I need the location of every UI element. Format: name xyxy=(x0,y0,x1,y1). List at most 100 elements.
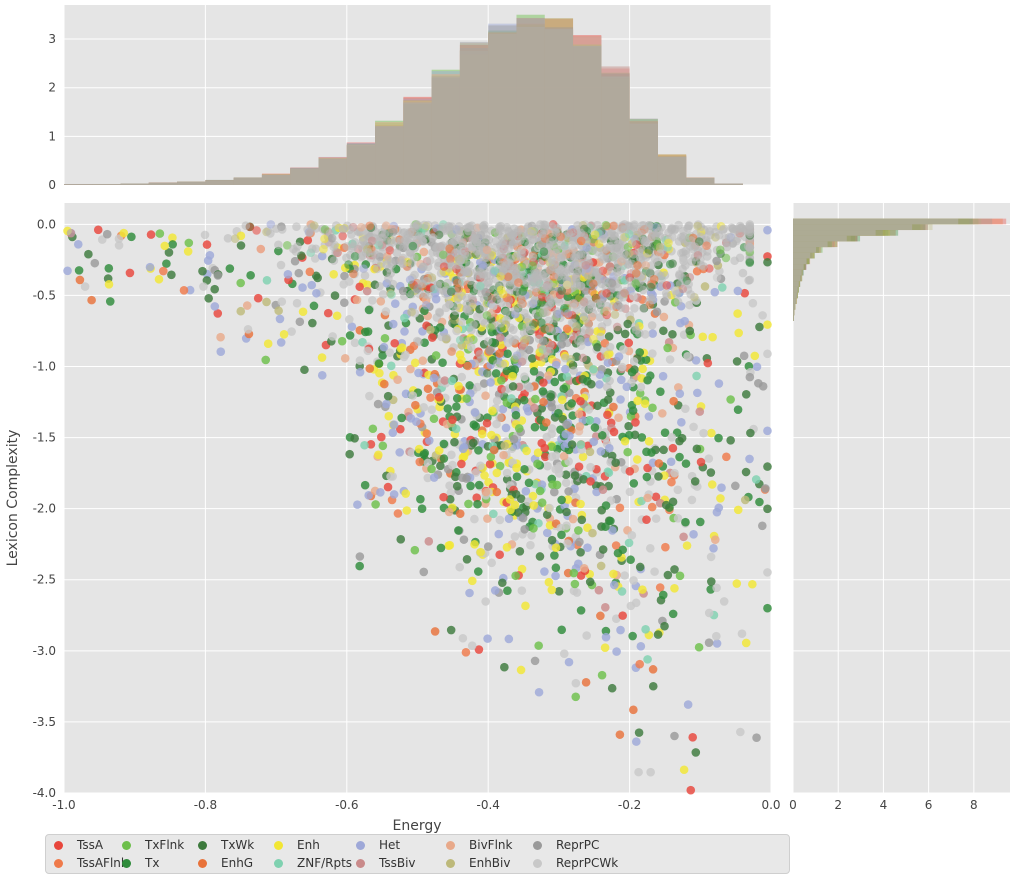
scatter-point xyxy=(93,225,103,235)
scatter-point xyxy=(543,461,552,471)
scatter-point xyxy=(277,225,287,234)
scatter-point xyxy=(695,517,705,527)
scatter-point xyxy=(520,372,529,381)
scatter-points xyxy=(63,220,772,795)
scatter-point xyxy=(586,379,596,389)
scatter-point xyxy=(466,276,475,285)
scatter-point xyxy=(388,319,398,329)
scatter-point xyxy=(355,367,365,377)
scatter-point xyxy=(538,387,548,396)
scatter-point xyxy=(670,225,679,235)
scatter-point xyxy=(607,231,616,241)
scatter-point xyxy=(455,562,464,572)
scatter-point xyxy=(617,362,627,372)
scatter-point xyxy=(261,355,271,365)
scatter-point xyxy=(444,541,453,550)
scatter-point xyxy=(427,405,437,415)
scatter-point xyxy=(462,474,471,483)
scatter-point xyxy=(655,249,665,258)
scatter-point xyxy=(397,343,407,352)
scatter-point xyxy=(635,659,645,669)
scatter-point xyxy=(447,347,456,356)
scatter-point xyxy=(418,356,428,366)
scatter-point xyxy=(436,543,446,553)
scatter-point xyxy=(467,576,477,586)
scatter-point xyxy=(452,394,462,403)
scatter-point xyxy=(563,495,573,504)
top-histogram-bar xyxy=(148,182,178,185)
scatter-point xyxy=(682,541,692,550)
scatter-point xyxy=(648,329,658,338)
scatter-point xyxy=(666,457,676,467)
scatter-point xyxy=(620,436,630,446)
scatter-point xyxy=(710,535,720,544)
scatter-point xyxy=(511,490,521,499)
scatter-point xyxy=(712,631,721,641)
scatter-point xyxy=(200,230,210,240)
scatter-point xyxy=(646,767,655,777)
scatter-point xyxy=(568,331,578,341)
scatter-point xyxy=(695,407,705,416)
scatter-point xyxy=(474,645,484,654)
scatter-point xyxy=(643,655,652,664)
scatter-point xyxy=(574,409,584,419)
scatter-point xyxy=(511,571,520,581)
scatter-point xyxy=(574,426,584,436)
scatter-point xyxy=(658,371,668,381)
scatter-point xyxy=(563,539,572,548)
scatter-point xyxy=(661,500,671,510)
scatter-point xyxy=(750,351,760,361)
scatter-point xyxy=(597,670,607,680)
legend-swatch xyxy=(198,858,207,868)
scatter-point xyxy=(571,250,581,260)
top-histogram-bar xyxy=(205,180,234,185)
scatter-point xyxy=(486,452,496,462)
scatter-point xyxy=(556,254,566,263)
scatter-point xyxy=(386,361,396,371)
scatter-point xyxy=(545,265,555,275)
scatter-point xyxy=(223,234,233,243)
scatter-point xyxy=(476,461,485,471)
top-histogram-bar xyxy=(318,159,347,185)
scatter-point xyxy=(319,244,328,254)
scatter-point xyxy=(90,258,100,268)
scatter-point xyxy=(540,443,550,453)
scatter-point xyxy=(225,264,235,273)
scatter-point xyxy=(603,350,612,360)
scatter-point xyxy=(205,251,215,260)
scatter-point xyxy=(668,330,677,339)
scatter-point xyxy=(641,252,651,262)
y-tick-label: -3.0 xyxy=(33,644,56,658)
scatter-point xyxy=(530,656,540,666)
scatter-point xyxy=(410,358,420,368)
scatter-point xyxy=(625,467,635,476)
scatter-point xyxy=(424,537,434,546)
scatter-point xyxy=(691,748,701,757)
legend-swatch xyxy=(274,840,283,850)
scatter-point xyxy=(715,245,725,255)
scatter-point xyxy=(586,300,596,309)
scatter-point xyxy=(371,500,380,509)
scatter-point xyxy=(350,433,359,443)
scatter-point xyxy=(610,310,620,319)
legend-label: TxWk xyxy=(221,838,255,852)
scatter-point xyxy=(376,297,386,306)
scatter-point xyxy=(743,241,753,251)
scatter-point xyxy=(390,338,399,348)
scatter-point xyxy=(647,321,657,330)
scatter-point xyxy=(554,587,564,596)
scatter-point xyxy=(513,237,522,247)
right-histogram-bar xyxy=(793,235,847,242)
scatter-point xyxy=(515,547,525,556)
scatter-point xyxy=(501,307,511,317)
scatter-point xyxy=(748,579,757,589)
scatter-point xyxy=(454,284,464,293)
scatter-point xyxy=(602,288,611,298)
scatter-point xyxy=(447,450,456,460)
scatter-point xyxy=(633,261,642,270)
scatter-point xyxy=(739,351,749,361)
scatter-point xyxy=(562,507,571,517)
scatter-point xyxy=(653,630,663,639)
scatter-point xyxy=(439,492,448,502)
